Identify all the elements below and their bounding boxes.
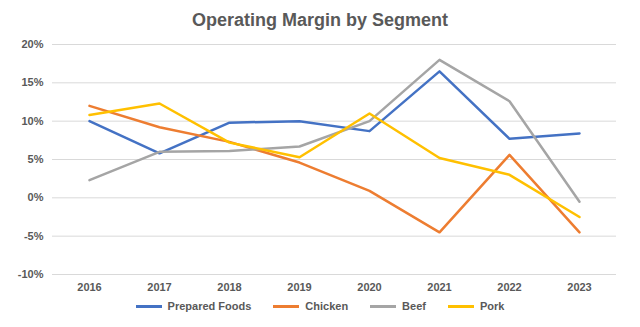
svg-text:2020: 2020 [357, 281, 381, 293]
svg-text:20%: 20% [21, 38, 43, 50]
svg-text:2019: 2019 [287, 281, 311, 293]
svg-text:-5%: -5% [24, 230, 44, 242]
svg-text:2021: 2021 [427, 281, 451, 293]
svg-text:0%: 0% [28, 191, 44, 203]
html-text:Chicken: Chicken [305, 300, 349, 312]
svg-text:2022: 2022 [497, 281, 521, 293]
svg-text:2016: 2016 [77, 281, 101, 293]
svg-text:2018: 2018 [217, 281, 241, 293]
svg-text:15%: 15% [21, 76, 43, 88]
svg-text:2017: 2017 [147, 281, 171, 293]
svg-text:2023: 2023 [567, 281, 591, 293]
svg-text:-10%: -10% [18, 268, 44, 280]
html-text:Beef: Beef [402, 300, 426, 312]
svg-text:5%: 5% [28, 153, 44, 165]
svg-text:10%: 10% [21, 115, 43, 127]
html-text:Operating Margin by Segment: Operating Margin by Segment [192, 10, 448, 30]
html-text:Pork: Pork [480, 300, 505, 312]
html-text:Prepared Foods: Prepared Foods [167, 300, 252, 312]
